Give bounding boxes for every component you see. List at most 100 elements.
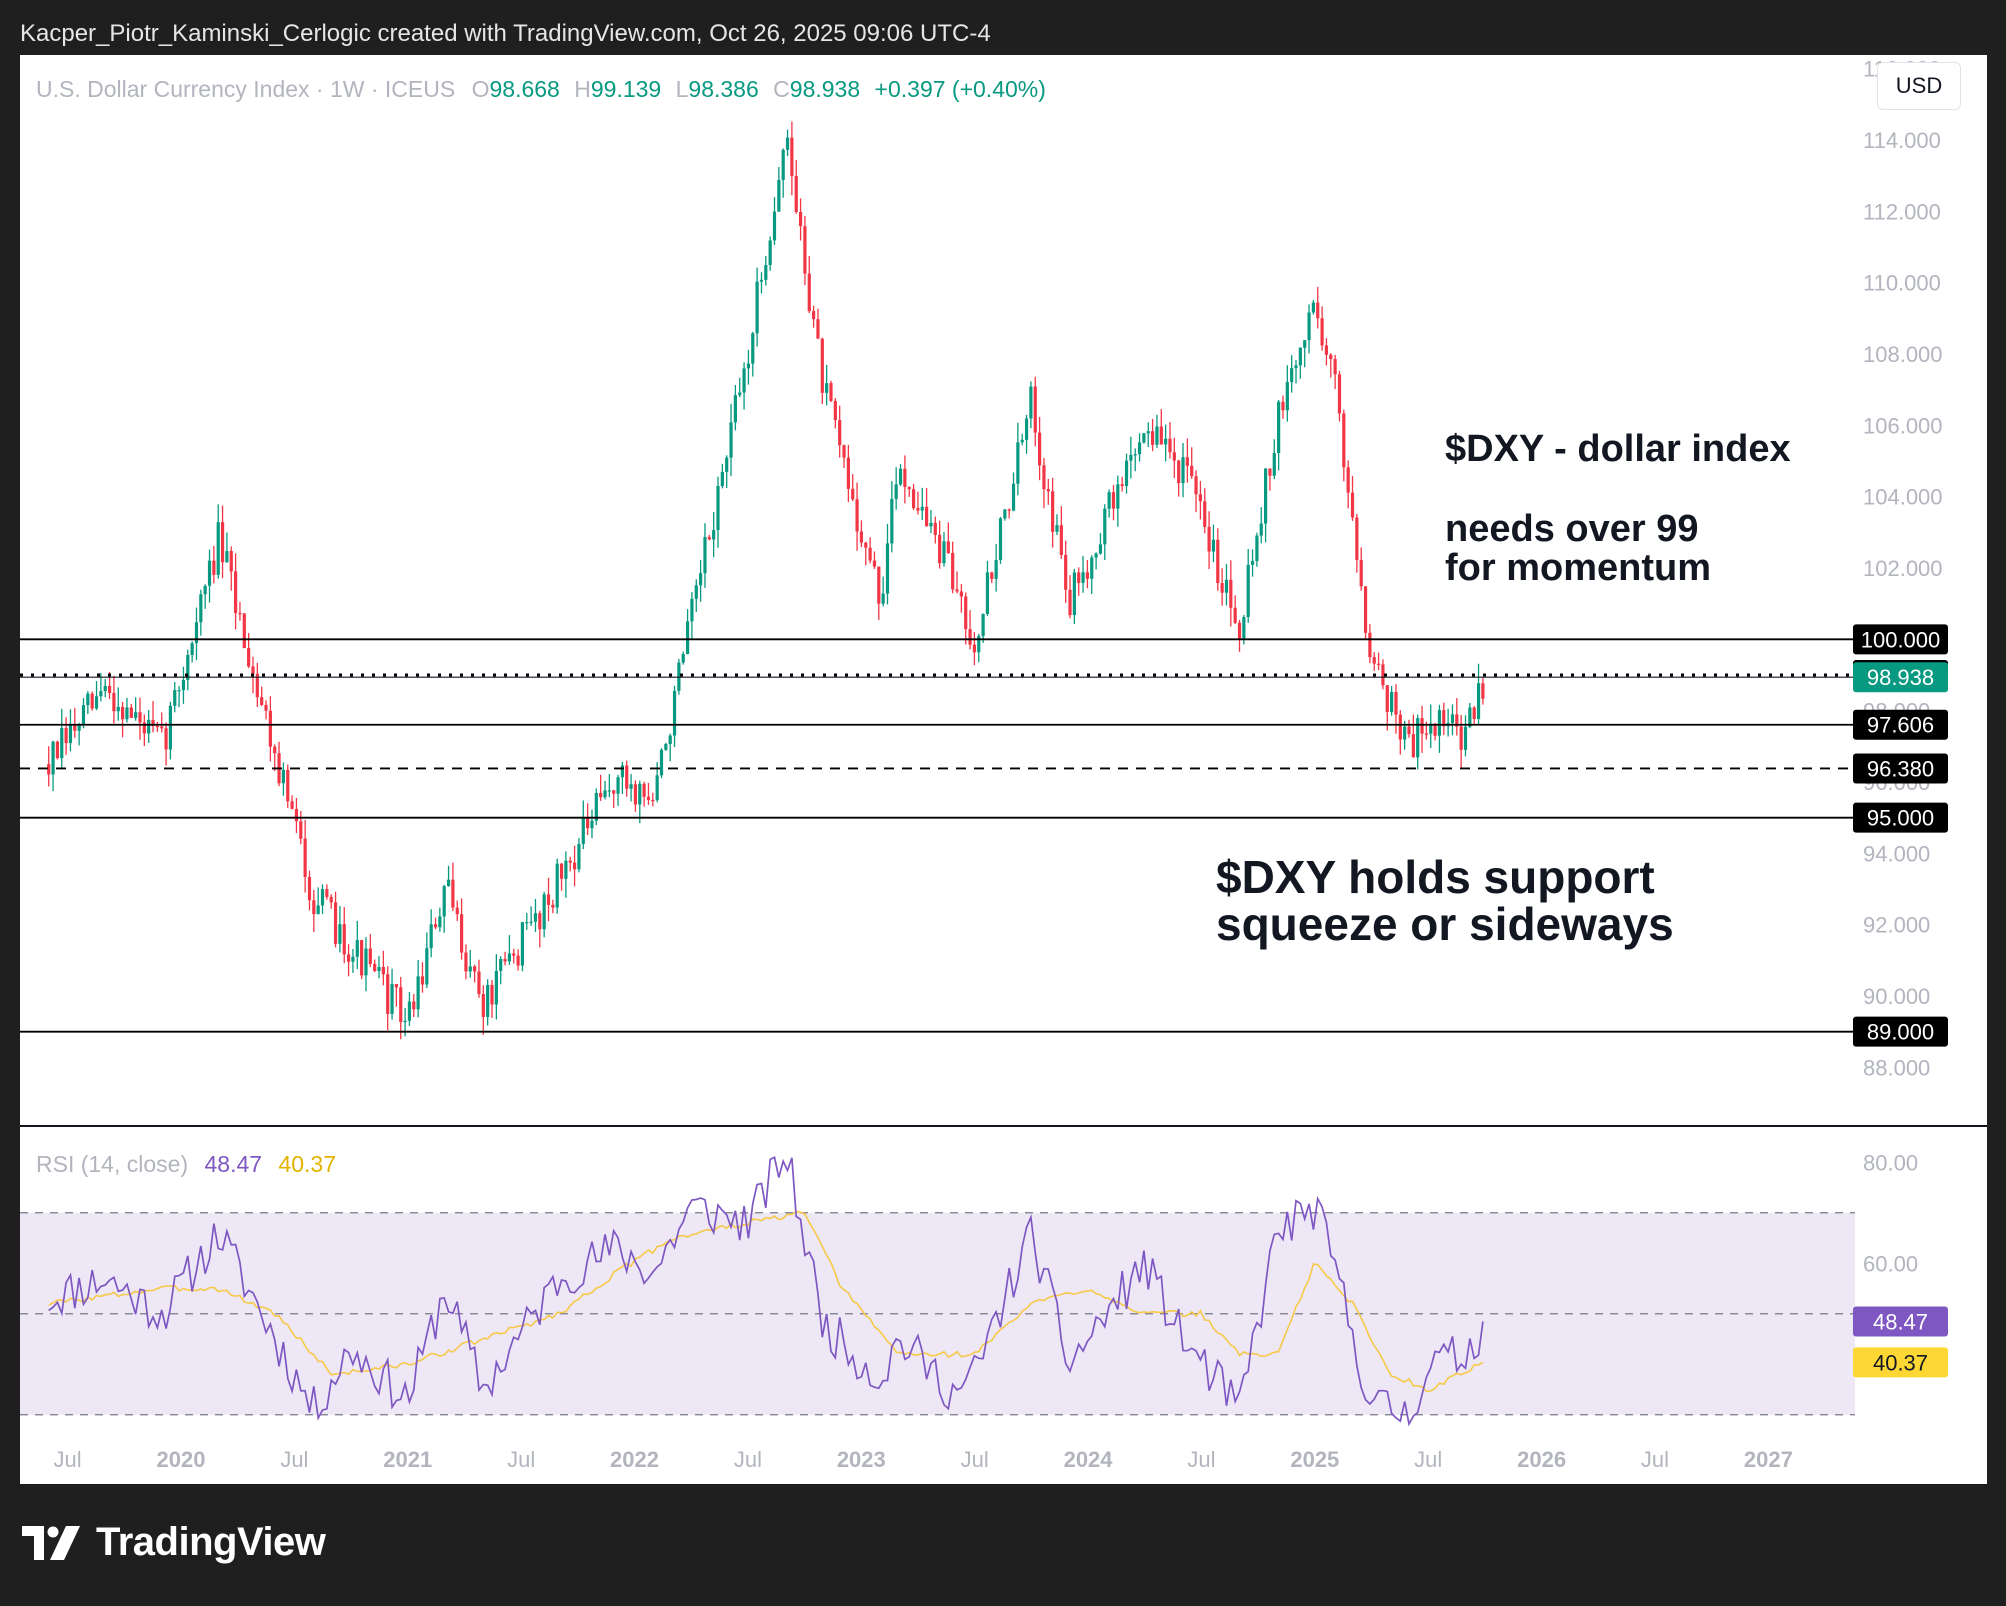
rsi-ma-value: 40.37 <box>278 1151 337 1177</box>
candle-body <box>1103 508 1107 545</box>
price-level-tag-label: 95.000 <box>1867 806 1934 831</box>
candle-body <box>725 457 729 472</box>
candle-body <box>603 790 607 798</box>
candle-body <box>1394 691 1398 715</box>
candle-body <box>1068 589 1072 616</box>
candle-body <box>738 392 742 396</box>
candle-body <box>455 907 459 915</box>
candle-body <box>329 896 333 903</box>
candle-body <box>1094 553 1098 558</box>
time-axis-tick: 2020 <box>157 1447 206 1472</box>
candle-body <box>1424 733 1428 735</box>
price-level-tag <box>1853 802 1948 833</box>
chart-panel[interactable]: 88.00090.00092.00094.00096.00098.000100.… <box>20 55 1987 1485</box>
candle-body <box>668 735 672 744</box>
candle-body <box>525 922 529 924</box>
candle-body <box>264 704 268 711</box>
candle-body <box>959 591 963 597</box>
candle-body <box>564 860 568 879</box>
candle-body <box>542 894 546 930</box>
candle-body <box>946 541 950 553</box>
candle-body <box>798 211 803 227</box>
candle-body <box>1242 617 1246 639</box>
candle-body <box>664 743 668 750</box>
candle-body <box>1072 572 1076 616</box>
candle-body <box>64 727 68 744</box>
rsi-line <box>48 1156 1484 1427</box>
rsi-ma-value-tag <box>1853 1347 1948 1378</box>
candle-body <box>268 710 272 747</box>
time-axis-tick: Jul <box>734 1447 762 1472</box>
candle-body <box>920 506 924 511</box>
candle-body <box>825 383 829 393</box>
time-axis-tick: Jul <box>1414 1447 1442 1472</box>
open-label: O <box>471 76 490 102</box>
high-value: 99.139 <box>590 76 662 102</box>
candle-body <box>742 368 746 393</box>
candle-body <box>1333 359 1337 375</box>
price-level-tag <box>1853 753 1948 784</box>
time-axis-tick: Jul <box>1641 1447 1669 1472</box>
candle-body <box>994 559 998 579</box>
candle-body <box>1116 484 1120 509</box>
candle-body <box>1164 438 1168 445</box>
candle-body <box>855 499 859 532</box>
high-label: H <box>574 76 591 102</box>
candle-body <box>155 725 159 728</box>
candle-body <box>451 879 455 908</box>
candle-body <box>121 706 125 720</box>
candle-body <box>590 820 594 829</box>
candle-body <box>1190 465 1194 477</box>
candle-body <box>1316 302 1320 319</box>
currency-button[interactable]: USD <box>1877 62 1961 110</box>
candle-body <box>1194 476 1198 495</box>
candle-body <box>1363 586 1368 633</box>
candle-body <box>685 621 690 654</box>
chart-canvas[interactable]: 88.00090.00092.00094.00096.00098.000100.… <box>20 55 1987 1485</box>
candle-body <box>433 924 438 928</box>
candle-body <box>164 728 168 750</box>
candle-body <box>212 560 216 575</box>
candle-body <box>1033 386 1037 433</box>
candle-body <box>381 967 385 975</box>
candle-body <box>68 724 73 744</box>
candle-body <box>1237 622 1242 639</box>
candle-body <box>303 838 307 877</box>
candle-body <box>468 966 472 972</box>
candle-body <box>1359 559 1363 587</box>
candle-body <box>477 971 481 995</box>
candle-body <box>977 636 981 653</box>
candle-body <box>1181 457 1185 484</box>
candle-body <box>938 534 942 564</box>
candle-body <box>559 863 564 879</box>
candle-body <box>177 690 181 692</box>
price-axis-tick: 104.000 <box>1863 485 1943 510</box>
candle-body <box>1311 302 1315 313</box>
candle-body <box>60 727 64 759</box>
tradingview-logo: TradingView <box>22 1520 326 1565</box>
candle-body <box>1203 501 1207 527</box>
candle-body <box>260 697 264 705</box>
candle-body <box>1350 492 1355 518</box>
candle-body <box>620 765 624 778</box>
candle-body <box>299 821 303 839</box>
candle-body <box>1272 453 1276 476</box>
price-level-tag <box>1853 709 1948 740</box>
close-value: 98.938 <box>789 76 861 102</box>
candle-body <box>1277 401 1281 454</box>
candle-body <box>360 940 364 976</box>
candle-body <box>1324 345 1329 355</box>
chart-annotation: needs over 99 <box>1445 508 1698 550</box>
candle-body <box>894 484 898 499</box>
candle-body <box>1077 572 1081 583</box>
candle-body <box>281 769 286 784</box>
candle-body <box>1207 526 1211 552</box>
price-level-tag <box>1853 624 1948 655</box>
rsi-legend: RSI (14, close) 48.47 40.37 <box>36 1151 336 1178</box>
candle-body <box>1051 491 1055 532</box>
price-axis-tick: 88.000 <box>1863 1055 1930 1080</box>
candle-body <box>1133 454 1137 456</box>
candle-body <box>286 769 290 802</box>
candle-body <box>1376 663 1381 665</box>
candle-body <box>690 598 694 622</box>
